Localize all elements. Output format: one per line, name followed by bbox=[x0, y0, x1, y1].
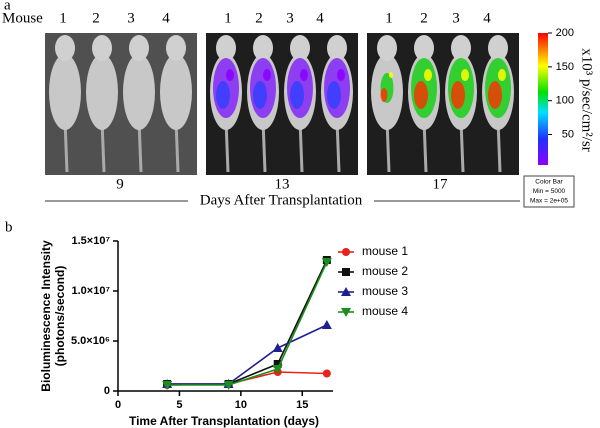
signal bbox=[414, 81, 428, 109]
marker bbox=[273, 360, 282, 368]
x-axis-label: Time After Transplantation (days) bbox=[129, 414, 319, 428]
legend-label: mouse 4 bbox=[362, 304, 408, 318]
y-axis-label: Bioluminescence Intensity bbox=[39, 240, 53, 392]
colorbar bbox=[538, 33, 548, 165]
mouse-number: 2 bbox=[255, 10, 263, 26]
marker bbox=[272, 343, 283, 352]
marker bbox=[321, 320, 332, 329]
signal bbox=[216, 81, 230, 109]
mouse-number: 4 bbox=[162, 10, 170, 26]
mouse-head bbox=[451, 35, 471, 61]
signal bbox=[327, 81, 341, 109]
legend-marker bbox=[341, 287, 351, 296]
colorbar-tick-label: 50 bbox=[562, 128, 574, 140]
colorbar-box bbox=[523, 175, 575, 208]
series-line bbox=[167, 324, 328, 385]
mouse-head bbox=[92, 35, 112, 61]
label-bg bbox=[188, 193, 374, 209]
series-line bbox=[167, 261, 328, 386]
marker bbox=[272, 365, 283, 374]
mouse-number: 1 bbox=[385, 10, 393, 26]
signal bbox=[253, 81, 267, 109]
mouse-number: 1 bbox=[59, 10, 67, 26]
colorbar-tick-label: 100 bbox=[556, 95, 574, 107]
signal bbox=[300, 69, 308, 81]
x-tick-label: 0 bbox=[115, 399, 121, 411]
signal bbox=[389, 72, 393, 78]
signal bbox=[461, 69, 469, 81]
axis-label: Days After Transplantation bbox=[200, 192, 363, 208]
signal bbox=[290, 81, 304, 109]
signal bbox=[263, 69, 271, 81]
colorbar-tick-label: 200 bbox=[556, 27, 574, 39]
mouse-head bbox=[55, 35, 75, 61]
mouse-head bbox=[216, 35, 236, 61]
mouse-head bbox=[290, 35, 310, 61]
mouse-number: 2 bbox=[420, 10, 428, 26]
mouse-number: 4 bbox=[483, 10, 491, 26]
signal bbox=[337, 69, 345, 81]
signal bbox=[424, 69, 432, 81]
mouse-head bbox=[129, 35, 149, 61]
series-line bbox=[167, 259, 328, 385]
y-tick-label: 0 bbox=[104, 385, 110, 397]
signal bbox=[498, 69, 506, 81]
x-tick-label: 10 bbox=[235, 399, 247, 411]
mouse-head bbox=[377, 35, 397, 61]
day-label: 17 bbox=[433, 176, 449, 192]
legend-label: mouse 3 bbox=[362, 284, 408, 298]
mouse-number: 4 bbox=[316, 10, 324, 26]
y-tick-label: 5.0×10⁶ bbox=[71, 335, 110, 347]
day-label: 9 bbox=[116, 176, 124, 192]
mouse-head bbox=[488, 35, 508, 61]
marker bbox=[162, 381, 173, 390]
colorbar-box-text: Max = 2e+05 bbox=[530, 198, 568, 205]
marker bbox=[321, 258, 332, 267]
legend-marker bbox=[342, 268, 350, 276]
legend-label: mouse 2 bbox=[362, 264, 408, 278]
signal bbox=[226, 69, 234, 81]
mouse-body bbox=[49, 54, 81, 130]
signal bbox=[488, 81, 502, 109]
x-tick-label: 15 bbox=[296, 399, 308, 411]
mouse-number: 3 bbox=[286, 10, 294, 26]
legend-label: mouse 1 bbox=[362, 244, 408, 258]
mouse-head bbox=[327, 35, 347, 61]
legend-marker bbox=[341, 308, 351, 317]
signal bbox=[451, 81, 465, 109]
marker bbox=[322, 369, 331, 378]
mouse-number: 3 bbox=[127, 10, 135, 26]
colorbar-label: x10³ p/sec/cm²/sr bbox=[579, 48, 595, 152]
panel-label: a bbox=[4, 0, 11, 13]
y-axis-label: (photons/second) bbox=[53, 266, 67, 367]
x-tick-label: 5 bbox=[176, 399, 182, 411]
y-tick-label: 1.5×10⁷ bbox=[72, 235, 111, 247]
mouse-number: 2 bbox=[92, 10, 100, 26]
colorbar-box-text: Min = 5000 bbox=[533, 188, 566, 195]
y-tick-label: 1.0×10⁷ bbox=[72, 285, 111, 297]
mouse-head bbox=[253, 35, 273, 61]
colorbar-box-text: Color Bar bbox=[535, 179, 563, 186]
mouse-number: 1 bbox=[224, 10, 232, 26]
day-label: 13 bbox=[275, 176, 290, 192]
mouse-number: 3 bbox=[452, 10, 460, 26]
mouse-body bbox=[86, 54, 118, 130]
signal bbox=[380, 88, 388, 102]
panel-label: b bbox=[5, 219, 13, 235]
mouse-head bbox=[166, 35, 186, 61]
colorbar-tick-label: 150 bbox=[556, 61, 574, 73]
mouse-body bbox=[123, 54, 155, 130]
marker bbox=[223, 381, 234, 390]
mouse-head bbox=[414, 35, 434, 61]
legend-marker bbox=[342, 248, 350, 256]
mouse-body bbox=[160, 54, 192, 130]
row-label: Mouse bbox=[2, 10, 43, 26]
